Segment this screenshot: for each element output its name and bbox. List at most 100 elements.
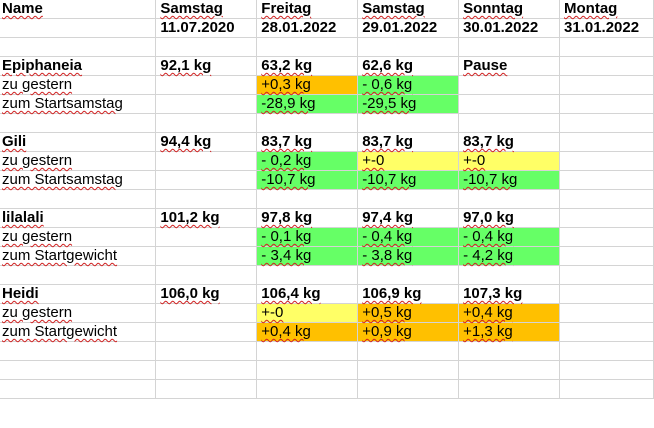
empty-cell[interactable] bbox=[357, 360, 460, 380]
empty-cell[interactable] bbox=[155, 341, 258, 361]
diff-cell[interactable]: - 0,1 kg bbox=[256, 227, 359, 247]
diff-cell[interactable]: +0,3 kg bbox=[256, 75, 359, 95]
weight-cell[interactable] bbox=[559, 284, 654, 304]
empty-cell[interactable] bbox=[458, 265, 560, 285]
total-cell[interactable] bbox=[458, 94, 560, 114]
weight-cell[interactable]: 106,4 kg bbox=[256, 284, 359, 304]
header-date-cell[interactable]: 30.01.2022 bbox=[458, 18, 560, 38]
weight-cell[interactable]: Pause bbox=[458, 56, 560, 76]
empty-cell[interactable] bbox=[0, 189, 157, 209]
empty-cell[interactable] bbox=[357, 113, 460, 133]
weight-cell[interactable]: 106,9 kg bbox=[357, 284, 460, 304]
diff-label-cell[interactable]: zu gestern bbox=[0, 151, 157, 171]
empty-cell[interactable] bbox=[155, 170, 258, 190]
empty-cell[interactable] bbox=[155, 303, 258, 323]
weight-cell[interactable]: 97,8 kg bbox=[256, 208, 359, 228]
total-label-cell[interactable]: zum Startsamstag bbox=[0, 170, 157, 190]
diff-cell[interactable]: - 0,6 kg bbox=[357, 75, 460, 95]
header-date-cell[interactable]: 28.01.2022 bbox=[256, 18, 359, 38]
diff-cell[interactable] bbox=[559, 151, 654, 171]
total-label-cell[interactable]: zum Startgewicht bbox=[0, 322, 157, 342]
empty-cell[interactable] bbox=[155, 37, 258, 57]
empty-cell[interactable] bbox=[559, 37, 654, 57]
diff-cell[interactable]: +-0 bbox=[357, 151, 460, 171]
empty-cell[interactable] bbox=[256, 341, 359, 361]
header-day-cell[interactable]: Freitag bbox=[256, 0, 359, 19]
empty-cell[interactable] bbox=[0, 341, 157, 361]
diff-cell[interactable] bbox=[559, 75, 654, 95]
diff-cell[interactable]: +0,4 kg bbox=[458, 303, 560, 323]
person-name-cell[interactable]: Epiphaneia bbox=[0, 56, 157, 76]
empty-cell[interactable] bbox=[357, 189, 460, 209]
weight-cell[interactable]: 97,4 kg bbox=[357, 208, 460, 228]
empty-cell[interactable] bbox=[559, 265, 654, 285]
empty-cell[interactable] bbox=[0, 379, 157, 399]
weight-cell[interactable]: 97,0 kg bbox=[458, 208, 560, 228]
empty-cell[interactable] bbox=[357, 379, 460, 399]
start-weight-cell[interactable]: 101,2 kg bbox=[155, 208, 258, 228]
empty-cell[interactable] bbox=[458, 37, 560, 57]
diff-cell[interactable]: +-0 bbox=[256, 303, 359, 323]
empty-cell[interactable] bbox=[155, 189, 258, 209]
weight-cell[interactable] bbox=[559, 56, 654, 76]
weight-cell[interactable] bbox=[559, 208, 654, 228]
empty-cell[interactable] bbox=[155, 379, 258, 399]
empty-cell[interactable] bbox=[458, 341, 560, 361]
header-name-cell[interactable]: Name bbox=[0, 0, 157, 19]
total-cell[interactable]: +1,3 kg bbox=[458, 322, 560, 342]
total-cell[interactable]: - 4,2 kg bbox=[458, 246, 560, 266]
header-day-cell[interactable]: Samstag bbox=[155, 0, 258, 19]
empty-cell[interactable] bbox=[559, 341, 654, 361]
empty-cell[interactable] bbox=[458, 113, 560, 133]
header-date-cell[interactable] bbox=[0, 18, 157, 38]
header-day-cell[interactable]: Samstag bbox=[357, 0, 460, 19]
total-cell[interactable]: +0,4 kg bbox=[256, 322, 359, 342]
total-cell[interactable] bbox=[559, 322, 654, 342]
empty-cell[interactable] bbox=[559, 189, 654, 209]
total-cell[interactable]: -28,9 kg bbox=[256, 94, 359, 114]
start-weight-cell[interactable]: 106,0 kg bbox=[155, 284, 258, 304]
diff-cell[interactable]: - 0,4 kg bbox=[458, 227, 560, 247]
diff-cell[interactable]: - 0,2 kg bbox=[256, 151, 359, 171]
weight-cell[interactable] bbox=[559, 132, 654, 152]
total-cell[interactable]: -10,7 kg bbox=[256, 170, 359, 190]
diff-label-cell[interactable]: zu gestern bbox=[0, 75, 157, 95]
total-cell[interactable]: -10,7 kg bbox=[357, 170, 460, 190]
empty-cell[interactable] bbox=[458, 360, 560, 380]
empty-cell[interactable] bbox=[155, 322, 258, 342]
diff-cell[interactable]: - 0,4 kg bbox=[357, 227, 460, 247]
diff-cell[interactable] bbox=[559, 303, 654, 323]
empty-cell[interactable] bbox=[458, 379, 560, 399]
weight-cell[interactable]: 107,3 kg bbox=[458, 284, 560, 304]
empty-cell[interactable] bbox=[155, 360, 258, 380]
empty-cell[interactable] bbox=[559, 379, 654, 399]
weight-cell[interactable]: 83,7 kg bbox=[256, 132, 359, 152]
empty-cell[interactable] bbox=[357, 265, 460, 285]
empty-cell[interactable] bbox=[256, 265, 359, 285]
diff-cell[interactable] bbox=[458, 75, 560, 95]
header-date-cell[interactable]: 11.07.2020 bbox=[155, 18, 258, 38]
empty-cell[interactable] bbox=[0, 37, 157, 57]
total-cell[interactable] bbox=[559, 170, 654, 190]
diff-label-cell[interactable]: zu gestern bbox=[0, 303, 157, 323]
person-name-cell[interactable]: Heidi bbox=[0, 284, 157, 304]
empty-cell[interactable] bbox=[256, 113, 359, 133]
empty-cell[interactable] bbox=[155, 113, 258, 133]
header-day-cell[interactable]: Montag bbox=[559, 0, 654, 19]
total-cell[interactable]: - 3,4 kg bbox=[256, 246, 359, 266]
total-cell[interactable]: - 3,8 kg bbox=[357, 246, 460, 266]
total-cell[interactable]: +0,9 kg bbox=[357, 322, 460, 342]
empty-cell[interactable] bbox=[256, 37, 359, 57]
empty-cell[interactable] bbox=[155, 265, 258, 285]
total-cell[interactable]: -29,5 kg bbox=[357, 94, 460, 114]
empty-cell[interactable] bbox=[357, 341, 460, 361]
start-weight-cell[interactable]: 94,4 kg bbox=[155, 132, 258, 152]
header-date-cell[interactable]: 29.01.2022 bbox=[357, 18, 460, 38]
diff-cell[interactable] bbox=[559, 227, 654, 247]
total-label-cell[interactable]: zum Startsamstag bbox=[0, 94, 157, 114]
person-name-cell[interactable]: lilalali bbox=[0, 208, 157, 228]
start-weight-cell[interactable]: 92,1 kg bbox=[155, 56, 258, 76]
weight-cell[interactable]: 83,7 kg bbox=[357, 132, 460, 152]
empty-cell[interactable] bbox=[0, 360, 157, 380]
total-cell[interactable] bbox=[559, 94, 654, 114]
